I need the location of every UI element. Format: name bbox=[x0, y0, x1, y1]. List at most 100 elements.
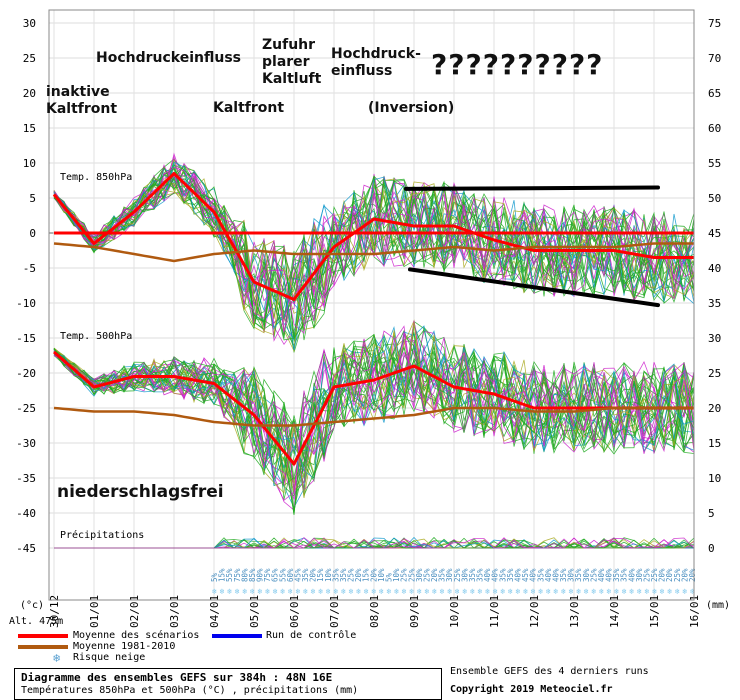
right-unit: (mm) bbox=[706, 600, 731, 611]
member-line bbox=[53, 172, 695, 335]
snowflake-icon: ❄ bbox=[607, 587, 612, 596]
member-line bbox=[53, 347, 695, 497]
annotation-inversion: (Inversion) bbox=[368, 100, 455, 116]
legend-climate-swatch bbox=[18, 645, 68, 649]
left-tick-label: -20 bbox=[16, 367, 36, 380]
snowflake-icon: ❄ bbox=[318, 587, 323, 596]
info-subtitle: Températures 850hPa et 500hPa (°C) , pré… bbox=[21, 685, 359, 696]
snowflake-icon: ❄ bbox=[447, 587, 452, 596]
trend-line-lower bbox=[408, 267, 660, 308]
x-tick-label: 13/01 bbox=[568, 595, 581, 628]
runs-label: Ensemble GEFS des 4 derniers runs bbox=[450, 666, 649, 677]
legend-control-swatch bbox=[212, 634, 262, 638]
snowflake-icon: ❄ bbox=[280, 587, 285, 596]
snow-risk-label: 85% bbox=[248, 568, 257, 582]
left-tick-label: 5 bbox=[29, 192, 36, 205]
x-tick-label: 08/01 bbox=[368, 595, 381, 628]
snow-risk-label: 30% bbox=[415, 568, 424, 582]
snow-risk-label: 20% bbox=[658, 568, 667, 582]
snow-risk-label: 20% bbox=[430, 568, 439, 582]
x-tick-label: 10/01 bbox=[448, 595, 461, 628]
snow-risk-label: 5% bbox=[210, 572, 219, 582]
snow-risk-label: 40% bbox=[597, 568, 606, 582]
snow-risk-label: 35% bbox=[574, 568, 583, 582]
right-tick-label: 5 bbox=[708, 507, 715, 520]
left-tick-label: -30 bbox=[16, 437, 36, 450]
member-line bbox=[54, 537, 695, 549]
snow-risk-label: 20% bbox=[309, 568, 318, 582]
snowflake-icon: ❄ bbox=[614, 587, 619, 596]
snow-risk-label: 40% bbox=[513, 568, 522, 582]
right-tick-label: 65 bbox=[708, 87, 721, 100]
snowflake-icon: ❄ bbox=[242, 587, 247, 596]
snowflake-icon: ❄ bbox=[424, 587, 429, 596]
x-tick-label: 01/01 bbox=[88, 595, 101, 628]
left-tick-label: -10 bbox=[16, 297, 36, 310]
snowflake-icon: ❄ bbox=[690, 587, 695, 596]
member-line bbox=[53, 166, 695, 342]
left-unit: (°c) bbox=[20, 600, 45, 611]
left-tick-label: 10 bbox=[23, 157, 36, 170]
snow-risk-label: 25% bbox=[589, 568, 598, 582]
annotation-zufuhr: Zufuhr plarer Kaltluft bbox=[262, 37, 322, 87]
snowflake-icon: ❄ bbox=[212, 587, 217, 596]
x-tick-label: 14/01 bbox=[608, 595, 621, 628]
snow-risk-label: 10% bbox=[324, 568, 333, 582]
snow-risk-label: 25% bbox=[673, 568, 682, 582]
legend-snow-label: Risque neige bbox=[73, 652, 146, 663]
snow-risk-label: 35% bbox=[620, 568, 629, 582]
snow-risk-label: 30% bbox=[460, 568, 469, 582]
x-tick-label: 09/01 bbox=[408, 595, 421, 628]
snowflake-icon: ❄ bbox=[553, 587, 558, 596]
x-axis-labels: 30/12 01/01 02/01 03/01 04/01 05/01 06/01 07/01… bbox=[48, 595, 701, 628]
label-precipitations: Précipitations bbox=[60, 530, 145, 541]
annotation-hochdruck-1: Hochdruckeinfluss bbox=[96, 50, 241, 66]
snow-risk-label: 35% bbox=[331, 568, 340, 582]
right-tick-label: 75 bbox=[708, 17, 721, 30]
right-tick-label: 70 bbox=[708, 52, 721, 65]
right-tick-label: 20 bbox=[708, 402, 721, 415]
snowflake-icon: ❄ bbox=[387, 587, 392, 596]
snowflake-icon: ❄ bbox=[538, 587, 543, 596]
snow-risk-label: 20% bbox=[665, 568, 674, 582]
snowflake-icon: ❄ bbox=[561, 587, 566, 596]
snow-risk-row: 5%❄15%❄55%❄75%❄80%❄85%❄90%❄75%❄65%❄55%❄6… bbox=[210, 568, 697, 596]
snow-risk-label: 40% bbox=[491, 568, 500, 582]
right-tick-label: 15 bbox=[708, 437, 721, 450]
snowflake-icon: ❄ bbox=[265, 587, 270, 596]
snow-risk-label: 25% bbox=[347, 568, 356, 582]
right-tick-label: 55 bbox=[708, 157, 721, 170]
snowflake-icon: ❄ bbox=[470, 587, 475, 596]
snowflake-icon: ❄ bbox=[295, 587, 300, 596]
snow-risk-label: 35% bbox=[476, 568, 485, 582]
snow-risk-label: 35% bbox=[612, 568, 621, 582]
annotation-niederschlagsfrei: niederschlagsfrei bbox=[57, 482, 224, 502]
right-tick-label: 25 bbox=[708, 367, 721, 380]
snow-risk-label: 65% bbox=[271, 568, 280, 582]
member-line bbox=[53, 319, 695, 493]
snowflake-icon: ❄ bbox=[485, 587, 490, 596]
snowflake-icon: ❄ bbox=[576, 587, 581, 596]
info-box: Diagramme des ensembles GEFS sur 384h : … bbox=[14, 668, 442, 700]
trend-lines bbox=[404, 185, 660, 308]
x-tick-label: 12/01 bbox=[528, 595, 541, 628]
snowflake-icon: ❄ bbox=[394, 587, 399, 596]
snowflake-icon: ❄ bbox=[515, 587, 520, 596]
snowflake-icon: ❄ bbox=[356, 587, 361, 596]
member-line bbox=[53, 330, 695, 494]
member-line bbox=[53, 332, 695, 500]
snowflake-icon: ❄ bbox=[682, 587, 687, 596]
x-tick-label: 04/01 bbox=[208, 595, 221, 628]
plot-background bbox=[49, 10, 694, 600]
snow-risk-label: 35% bbox=[536, 568, 545, 582]
mean-500-line bbox=[53, 350, 694, 466]
snow-risk-label: 5% bbox=[385, 572, 394, 582]
snow-risk-label: 35% bbox=[506, 568, 515, 582]
x-tick-label: 03/01 bbox=[168, 595, 181, 628]
member-line bbox=[53, 166, 695, 310]
snowflake-icon: ❄ bbox=[220, 587, 225, 596]
snow-risk-label: 35% bbox=[468, 568, 477, 582]
x-tick-label: 02/01 bbox=[128, 595, 141, 628]
snow-risk-label: 55% bbox=[225, 568, 234, 582]
